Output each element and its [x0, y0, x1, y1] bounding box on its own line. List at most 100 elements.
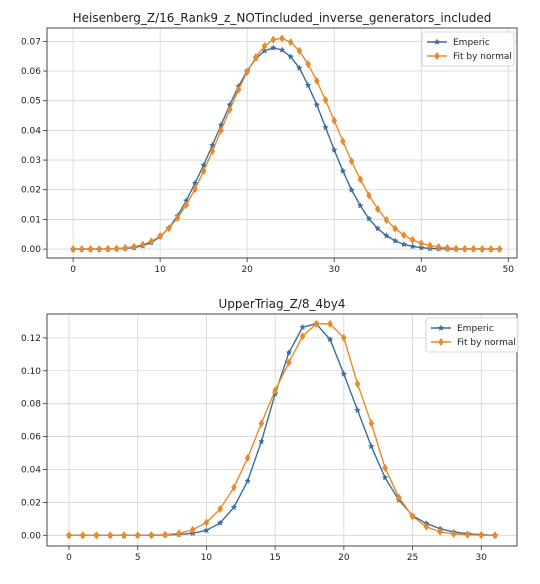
data-point — [217, 504, 224, 514]
series-emperic — [69, 44, 503, 252]
data-point — [313, 101, 321, 108]
y-tick-label: 0.02 — [21, 186, 41, 196]
x-tick-label: 25 — [407, 553, 418, 563]
series-fit-by-normal — [70, 34, 503, 254]
data-point — [327, 319, 333, 329]
x-tick-label: 0 — [70, 265, 76, 275]
data-point — [409, 242, 416, 250]
data-point — [230, 503, 238, 511]
y-tick-label: 0.00 — [21, 245, 41, 255]
data-point — [461, 244, 468, 253]
series-emperic — [65, 320, 499, 539]
x-tick-label: 50 — [503, 265, 515, 275]
data-point — [162, 530, 169, 539]
data-point — [340, 333, 347, 343]
data-point — [244, 477, 251, 484]
series-fit-by-normal — [66, 319, 498, 540]
data-point — [131, 242, 137, 251]
data-point — [244, 67, 251, 77]
legend-label: Emperic — [453, 38, 490, 48]
data-point — [322, 95, 329, 105]
data-point — [435, 242, 442, 252]
data-point — [261, 41, 268, 51]
data-point — [331, 116, 338, 125]
chart-title: Heisenberg_Z/16_Rank9_z_NOTincluded_inve… — [73, 11, 492, 25]
data-point — [374, 204, 381, 214]
x-tick-label: 40 — [416, 265, 428, 275]
x-tick-label: 30 — [328, 265, 340, 275]
data-point — [470, 244, 477, 253]
legend-box — [421, 31, 515, 67]
data-point — [348, 186, 355, 193]
data-point — [279, 34, 285, 43]
data-point — [488, 244, 494, 254]
data-point — [235, 85, 242, 94]
data-point — [134, 531, 141, 540]
data-point — [278, 46, 286, 53]
y-tick-label: 0.02 — [21, 498, 41, 508]
data-point — [189, 525, 196, 535]
data-point — [226, 105, 233, 114]
x-tick-label: 0 — [66, 553, 72, 563]
legend: Emperic Fit by normal — [421, 31, 515, 67]
legend-label: Emperic — [457, 324, 494, 334]
tick-labels: 0 10 20 30 40 50 0.00 0.01 0.02 0.03 0.04 0.05 0.06 0… — [21, 37, 514, 275]
data-point — [157, 231, 163, 241]
data-point — [304, 81, 312, 89]
data-point — [313, 76, 320, 85]
axes-frame — [46, 27, 518, 259]
data-point — [269, 44, 277, 51]
data-point — [139, 240, 146, 249]
data-point — [218, 126, 224, 135]
legend-marker — [437, 324, 445, 331]
x-tick-label: 15 — [269, 553, 280, 563]
data-point — [322, 123, 329, 131]
data-point — [70, 244, 76, 254]
data-point — [113, 244, 120, 253]
data-point — [93, 531, 100, 540]
data-point — [216, 519, 224, 526]
y-tick-label: 0.01 — [21, 215, 41, 225]
data-point — [176, 529, 182, 538]
data-point — [78, 244, 85, 254]
data-point — [148, 530, 155, 540]
data-point — [148, 237, 155, 246]
data-point — [374, 225, 382, 232]
axes-frame — [46, 313, 518, 547]
data-point — [121, 531, 127, 540]
legend-marker — [438, 337, 444, 347]
chart-title: UpperTriag_Z/8_4by4 — [218, 297, 345, 311]
data-point — [348, 157, 355, 166]
data-point — [200, 166, 207, 176]
data-point — [392, 224, 398, 233]
data-point — [382, 463, 388, 472]
data-point — [357, 175, 364, 184]
data-point — [326, 335, 334, 343]
data-point — [253, 52, 259, 62]
y-tick-label: 0.04 — [21, 465, 41, 475]
data-point — [285, 349, 293, 356]
data-point — [192, 184, 198, 194]
series-line — [68, 323, 496, 536]
data-point — [191, 179, 199, 187]
data-point — [258, 437, 265, 445]
data-point — [105, 244, 111, 253]
legend-label: Fit by normal — [453, 52, 512, 62]
data-point — [340, 370, 348, 377]
data-point — [174, 213, 181, 223]
y-tick-label: 0.07 — [21, 37, 41, 47]
data-point — [96, 244, 103, 254]
data-point — [418, 239, 425, 248]
data-point — [409, 512, 416, 521]
data-point — [401, 230, 407, 240]
data-point — [209, 147, 216, 156]
data-point — [299, 332, 306, 341]
data-point — [391, 237, 399, 244]
data-point — [496, 244, 503, 254]
x-tick-label: 30 — [476, 553, 488, 563]
data-point — [464, 530, 471, 539]
data-point — [87, 244, 94, 254]
data-point — [313, 319, 320, 329]
data-point — [383, 232, 390, 239]
series-line — [73, 47, 500, 250]
